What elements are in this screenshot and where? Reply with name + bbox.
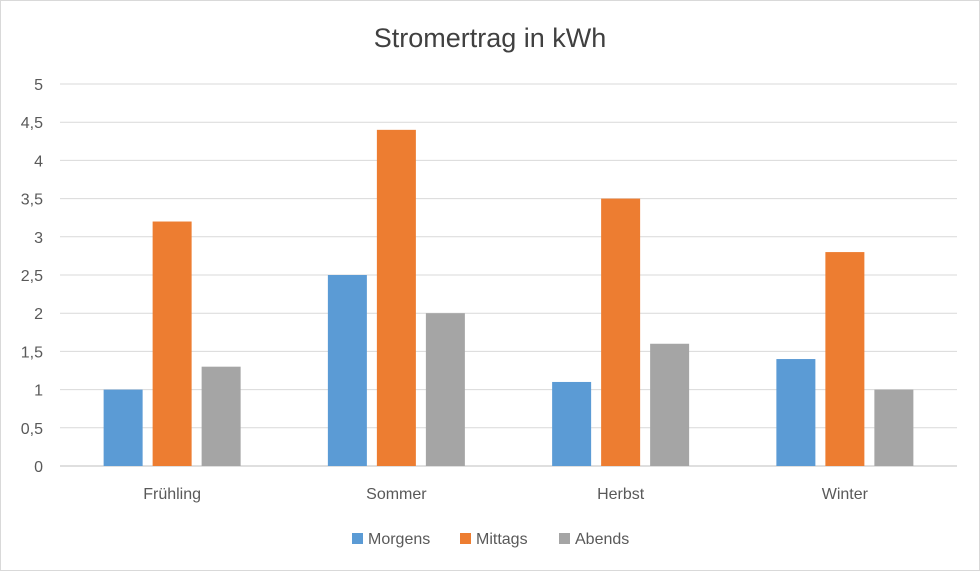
bars [103, 129, 914, 466]
bar-morgens-herbst [552, 381, 592, 466]
bar-morgens-sommer [327, 275, 367, 466]
bar-mittags-herbst [601, 198, 641, 466]
y-tick-label: 0,5 [21, 421, 43, 438]
bar-mittags-frühling [152, 221, 192, 466]
x-category-label: Sommer [366, 486, 427, 503]
y-tick-label: 5 [34, 77, 43, 94]
x-category-label: Herbst [597, 486, 645, 503]
y-tick-label: 0 [34, 459, 43, 476]
bar-morgens-winter [776, 359, 816, 466]
legend-label-mittags: Mittags [476, 531, 528, 548]
x-axis-labels: Frühling Sommer Herbst Winter [143, 486, 868, 503]
bar-mittags-winter [825, 252, 865, 466]
x-category-label: Frühling [143, 486, 201, 503]
y-tick-label: 2 [34, 306, 43, 323]
legend-label-abends: Abends [575, 531, 629, 548]
y-axis-ticks: 0 0,5 1 1,5 2 2,5 3 3,5 4 4,5 5 [21, 77, 43, 476]
x-category-label: Winter [822, 486, 869, 503]
bar-abends-frühling [201, 366, 241, 466]
legend-swatch-mittags [460, 533, 471, 544]
bar-mittags-sommer [376, 129, 416, 466]
y-tick-label: 1 [34, 383, 43, 400]
bar-morgens-frühling [103, 389, 143, 466]
bar-abends-herbst [650, 343, 690, 466]
y-tick-label: 1,5 [21, 344, 43, 361]
legend-swatch-morgens [352, 533, 363, 544]
y-tick-label: 3 [34, 230, 43, 247]
bar-abends-sommer [425, 313, 465, 466]
y-tick-label: 3,5 [21, 192, 43, 209]
gridlines [60, 83, 957, 467]
legend: Morgens Mittags Abends [352, 531, 629, 548]
legend-swatch-abends [559, 533, 570, 544]
legend-label-morgens: Morgens [368, 531, 430, 548]
y-tick-label: 2,5 [21, 268, 43, 285]
y-tick-label: 4,5 [21, 115, 43, 132]
y-tick-label: 4 [34, 153, 43, 170]
bar-abends-winter [874, 389, 914, 466]
chart-title: Stromertrag in kWh [374, 23, 607, 53]
